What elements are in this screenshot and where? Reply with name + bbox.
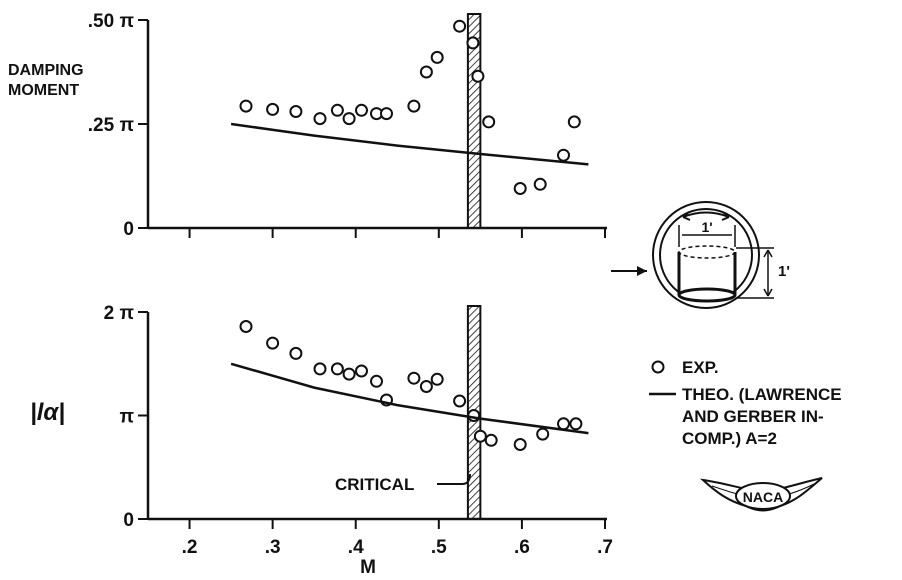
top-exp-point	[513, 182, 527, 195]
bottom-panel: .2 .3 .4 .5 .6 .7 0 π 2 π	[104, 303, 613, 558]
top-exp-point	[419, 65, 433, 79]
top-exp-point	[453, 19, 467, 33]
bottom-x-tick-label: .3	[265, 537, 281, 558]
top-exp-point	[380, 107, 393, 121]
top-y-tick-label: .50 π	[88, 11, 135, 32]
legend-theo-label-3: COMP.) A=2	[682, 429, 777, 448]
bottom-y-tick-label: 0	[123, 510, 134, 531]
top-exp-point	[355, 103, 368, 117]
top-theory-curve	[230, 122, 589, 166]
top-exp-point	[430, 50, 444, 64]
bottom-exp-point	[330, 362, 344, 376]
bottom-x-tick-label: .4	[348, 537, 364, 558]
legend: EXP. THEO. (LAWRENCE AND GERBER IN- COMP…	[649, 358, 842, 448]
critical-label: CRITICAL	[335, 475, 414, 494]
bottom-exp-point	[473, 429, 487, 443]
bottom-exp-point	[289, 346, 303, 360]
x-axis-title: M	[360, 557, 376, 578]
bottom-exp-point	[557, 417, 570, 431]
cylinder-sketch: 1' 1'	[611, 201, 790, 309]
bottom-exp-point	[239, 320, 253, 333]
sketch-dimension-side: 1'	[778, 263, 790, 280]
top-y-tick-label: 0	[123, 219, 134, 240]
bottom-x-tick-label: .2	[182, 537, 198, 558]
top-exp-point	[533, 177, 547, 191]
bottom-x-tick-label: .6	[514, 537, 530, 558]
critical-leader-line	[437, 473, 471, 485]
bottom-y-axis-title: |lα|	[30, 399, 65, 426]
top-critical-band	[466, 13, 482, 229]
legend-exp-marker	[651, 360, 665, 374]
top-exp-point	[407, 99, 421, 113]
legend-exp-label: EXP.	[682, 358, 719, 377]
bottom-x-tick-label: .7	[597, 537, 613, 558]
bottom-exp-point	[370, 374, 383, 388]
top-exp-point	[342, 112, 356, 126]
naca-logo: NACA	[699, 477, 823, 512]
bottom-exp-point	[484, 433, 498, 447]
bottom-y-tick-label: π	[119, 407, 134, 428]
top-exp-point	[471, 69, 485, 83]
top-exp-point	[266, 102, 280, 116]
top-exp-point	[466, 36, 480, 50]
top-exp-point	[482, 115, 496, 129]
bottom-exp-point	[313, 362, 327, 376]
bottom-exp-point	[536, 427, 550, 441]
top-y-tick-label: .25 π	[88, 115, 135, 136]
bottom-x-tick-label: .5	[431, 537, 447, 558]
top-exp-point	[330, 103, 344, 117]
top-exp-point	[557, 148, 570, 162]
legend-theo-label-1: THEO. (LAWRENCE	[682, 385, 842, 404]
bottom-exp-point	[569, 417, 583, 431]
bottom-theory-curve	[230, 362, 589, 435]
bottom-exp-point	[513, 438, 527, 451]
top-panel: 0 .25 π .50 π	[88, 11, 607, 240]
sketch-dimension-top: 1'	[701, 219, 712, 235]
top-y-axis-title-line1: DAMPING	[8, 62, 84, 79]
top-y-axis-title-line2: MOMENT	[8, 82, 79, 99]
top-exp-point	[239, 99, 253, 113]
bottom-exp-point	[355, 364, 368, 378]
bottom-exp-point	[453, 394, 467, 408]
top-exp-point	[567, 115, 581, 129]
legend-theo-label-2: AND GERBER IN-	[682, 407, 824, 426]
svg-text:NACA: NACA	[743, 489, 783, 505]
bottom-exp-point	[266, 336, 280, 350]
bottom-y-tick-label: 2 π	[104, 303, 135, 324]
bottom-exp-point	[419, 380, 433, 393]
top-exp-point	[289, 105, 303, 118]
bottom-exp-point	[342, 367, 356, 381]
bottom-exp-point	[407, 371, 421, 385]
arrow-head-icon	[637, 266, 647, 276]
top-exp-point	[313, 112, 327, 126]
bottom-exp-point	[430, 372, 444, 386]
